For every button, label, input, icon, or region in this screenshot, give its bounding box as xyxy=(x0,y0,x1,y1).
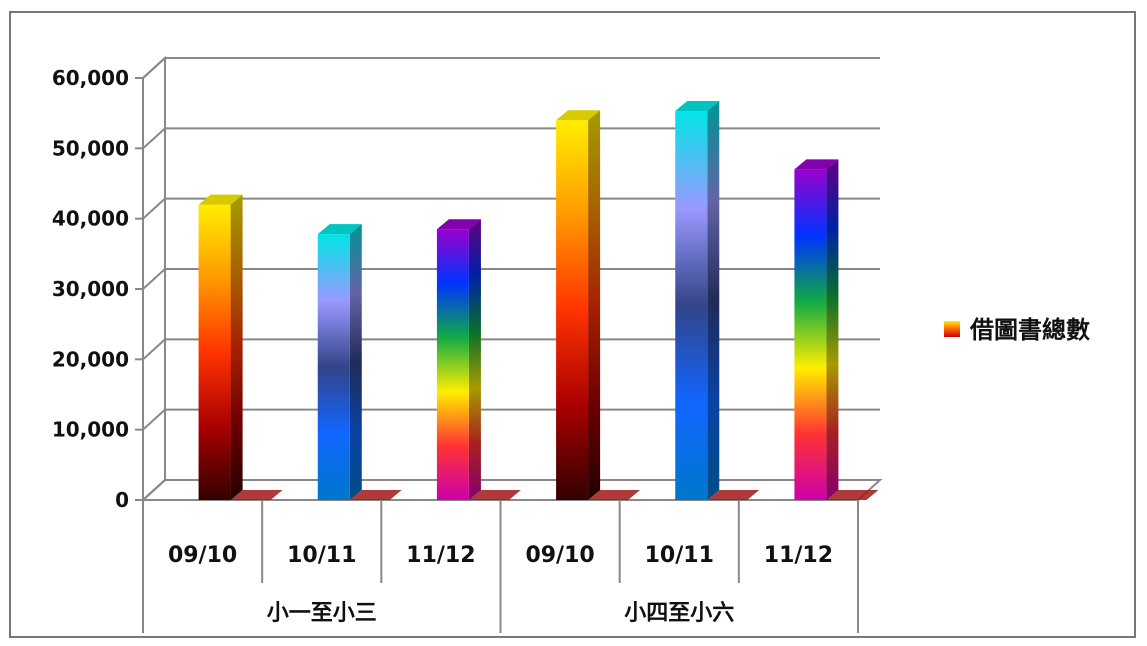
gridline xyxy=(142,127,880,150)
gridline xyxy=(142,268,880,290)
x-tick-label: 11/12 xyxy=(764,543,833,568)
bar xyxy=(675,101,760,500)
bar-side xyxy=(588,110,601,500)
y-tick-label: 40,000 xyxy=(52,207,129,231)
x-tick-label: 09/10 xyxy=(525,543,594,568)
bar-front xyxy=(675,111,708,500)
bar-front xyxy=(556,120,589,500)
bar-side-shade xyxy=(349,224,362,500)
bar-shadow xyxy=(826,490,879,500)
gridline xyxy=(142,479,880,501)
bar-top-shade xyxy=(556,110,601,121)
x-tick-label: 10/11 xyxy=(287,543,356,568)
gridline xyxy=(142,408,880,431)
bar-front xyxy=(198,204,231,500)
bar-side-shade xyxy=(230,194,243,500)
bar-shadow xyxy=(707,490,760,500)
x-tick-label: 09/10 xyxy=(168,543,237,568)
y-tick-label: 20,000 xyxy=(52,347,129,371)
bar-side xyxy=(349,224,362,500)
y-tick-label: 60,000 xyxy=(52,66,129,90)
x-tick-label: 11/12 xyxy=(406,543,475,568)
bar-side-shade xyxy=(826,159,839,500)
bar-side-shade xyxy=(707,101,720,500)
bar-side-shade xyxy=(588,110,601,500)
bar-front xyxy=(317,234,350,500)
gridlines xyxy=(142,57,880,501)
gridline xyxy=(142,338,880,361)
x-group-label: 小一至小三 xyxy=(267,601,377,626)
bar-top-shade xyxy=(794,159,839,170)
bar-top xyxy=(556,110,601,121)
bar-top xyxy=(675,101,720,112)
bar xyxy=(198,194,283,500)
gridline xyxy=(142,57,880,79)
bar-shadow xyxy=(230,490,283,500)
bar-side xyxy=(707,101,720,500)
x-group-label: 小四至小六 xyxy=(624,601,734,626)
bar xyxy=(317,224,402,500)
bar xyxy=(436,219,521,500)
bar-top xyxy=(436,219,481,230)
bar-side xyxy=(230,194,243,500)
legend-swatch xyxy=(944,321,960,337)
legend: 借圖書總數 xyxy=(944,316,1090,344)
bar-top xyxy=(198,194,243,205)
bar-front xyxy=(436,229,469,500)
y-tick-label: 0 xyxy=(115,488,129,512)
bar-top-shade xyxy=(317,224,362,235)
bar xyxy=(556,110,641,500)
bar-side xyxy=(468,219,481,500)
bars xyxy=(198,101,879,500)
bar-top-shade xyxy=(198,194,243,205)
bar-top xyxy=(317,224,362,235)
bar-shadow xyxy=(468,490,521,500)
x-tick-label: 10/11 xyxy=(645,543,714,568)
y-tick-label: 10,000 xyxy=(52,418,129,442)
gridline xyxy=(142,197,880,220)
y-tick-label: 30,000 xyxy=(52,277,129,301)
bar-side xyxy=(826,159,839,500)
legend-label: 借圖書總數 xyxy=(969,316,1090,344)
bar-shadow xyxy=(349,490,402,500)
bar-shadow xyxy=(588,490,641,500)
x-axis: 09/10 10/11 11/12 09/10 10/11 11/12 小一至小三 小四至小六 xyxy=(142,500,859,633)
y-axis-ticks: 0 10,000 20,000 30,000 40,000 50,000 60,000 xyxy=(52,66,143,512)
bar-top-shade xyxy=(436,219,481,230)
bar-top xyxy=(794,159,839,170)
bar-top-shade xyxy=(675,101,720,112)
bar xyxy=(794,159,879,500)
bar-front xyxy=(794,169,827,500)
bar-side-shade xyxy=(468,219,481,500)
y-tick-label: 50,000 xyxy=(52,136,129,160)
